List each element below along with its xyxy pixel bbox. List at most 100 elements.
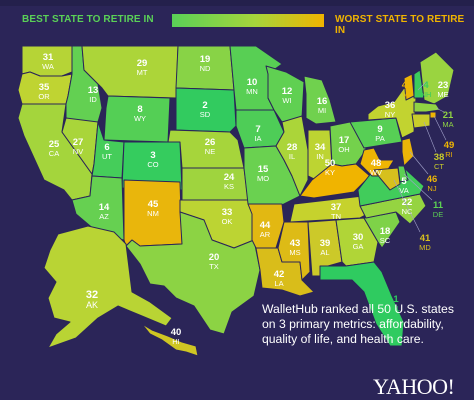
rank-label-tn: 37 xyxy=(331,202,342,213)
rank-label-ri: 49 xyxy=(444,140,455,151)
rank-label-pa: 9 xyxy=(377,124,382,135)
state-abbr-ma: MA xyxy=(442,120,453,129)
rank-label-oh: 17 xyxy=(339,135,350,146)
state-ak[interactable] xyxy=(43,225,173,349)
rank-label-mo: 15 xyxy=(258,164,269,175)
state-mi[interactable] xyxy=(303,75,337,125)
rank-label-va: 5 xyxy=(401,176,407,187)
rank-label-fl: 1 xyxy=(393,294,399,305)
rank-label-al: 39 xyxy=(320,238,331,249)
state-tx[interactable] xyxy=(125,211,261,335)
rank-label-sc: 18 xyxy=(380,226,391,237)
leader-line-ct xyxy=(423,121,437,153)
rank-label-hi: 40 xyxy=(171,327,182,338)
state-abbr-va: VA xyxy=(399,186,408,195)
state-abbr-mo: MO xyxy=(257,174,269,183)
state-abbr-mn: MN xyxy=(246,87,258,96)
leader-line-nh xyxy=(417,81,427,91)
state-hi[interactable] xyxy=(141,323,199,357)
rank-label-ar: 44 xyxy=(260,220,271,231)
ranking-note: WalletHub ranked all 50 U.S. states on 3… xyxy=(262,302,454,346)
rank-label-ms: 43 xyxy=(290,238,301,249)
top-strip xyxy=(0,0,474,6)
state-abbr-ia: IA xyxy=(254,134,261,143)
state-wy[interactable] xyxy=(103,95,171,143)
state-abbr-la: LA xyxy=(274,279,283,288)
rank-label-ut: 6 xyxy=(104,142,109,153)
state-abbr-id: ID xyxy=(89,95,97,104)
state-abbr-nm: NM xyxy=(147,209,159,218)
state-il[interactable] xyxy=(275,115,309,197)
rank-label-ne: 26 xyxy=(205,137,216,148)
rank-label-id: 13 xyxy=(88,85,99,96)
rank-label-nc: 22 xyxy=(402,197,413,208)
state-az[interactable] xyxy=(71,175,125,241)
rank-label-nv: 27 xyxy=(73,137,84,148)
rank-label-me: 23 xyxy=(438,80,449,91)
state-abbr-nv: NV xyxy=(73,147,83,156)
state-abbr-wv: WV xyxy=(370,168,382,177)
leader-line-ri xyxy=(433,115,447,141)
rank-label-tx: 20 xyxy=(209,252,220,263)
state-abbr-md: MD xyxy=(419,243,431,252)
rank-label-or: 35 xyxy=(39,82,50,93)
state-abbr-ri: RI xyxy=(445,150,453,159)
rank-label-mn: 10 xyxy=(247,77,258,88)
rank-label-nh: 4 xyxy=(423,80,429,91)
state-me[interactable] xyxy=(419,51,455,105)
state-sd[interactable] xyxy=(175,87,237,133)
state-abbr-ky: KY xyxy=(325,168,335,177)
rank-label-co: 3 xyxy=(150,150,155,161)
state-abbr-tn: TN xyxy=(331,212,341,221)
state-abbr-fl: FL xyxy=(392,304,401,313)
rank-label-ma: 21 xyxy=(443,110,454,121)
state-abbr-vt: VT xyxy=(402,90,412,99)
rank-label-sd: 2 xyxy=(202,100,207,111)
state-abbr-wi: WI xyxy=(282,96,291,105)
state-abbr-ar: AR xyxy=(260,230,271,239)
rank-label-wv: 48 xyxy=(371,158,382,169)
state-abbr-me: ME xyxy=(437,90,448,99)
legend-gradient-bar xyxy=(172,14,324,27)
legend-best-label: BEST STATE TO RETIRE IN xyxy=(22,14,154,25)
state-abbr-de: DE xyxy=(433,210,443,219)
state-abbr-nj: NJ xyxy=(427,184,436,193)
state-abbr-ga: GA xyxy=(353,242,364,251)
states-layer xyxy=(17,45,455,357)
rank-label-de: 11 xyxy=(433,200,444,211)
state-abbr-sd: SD xyxy=(200,110,211,119)
rank-label-ia: 7 xyxy=(255,124,260,135)
state-abbr-or: OR xyxy=(38,92,50,101)
state-ma[interactable] xyxy=(413,101,441,113)
state-md[interactable] xyxy=(373,167,401,191)
legend-worst-label: WORST STATE TO RETIRE IN xyxy=(335,14,465,36)
state-ri[interactable] xyxy=(429,111,437,119)
state-nj[interactable] xyxy=(401,137,415,167)
state-abbr-ct: CT xyxy=(434,162,444,171)
state-ks[interactable] xyxy=(181,167,249,201)
state-abbr-ne: NE xyxy=(205,147,215,156)
rank-label-md: 41 xyxy=(420,233,431,244)
state-abbr-wy: WY xyxy=(134,114,146,123)
state-abbr-ak: AK xyxy=(86,300,98,310)
leader-line-de xyxy=(403,173,433,201)
rank-label-wy: 8 xyxy=(137,104,142,115)
rank-label-az: 14 xyxy=(99,202,110,213)
rank-label-ok: 33 xyxy=(222,207,233,218)
state-abbr-al: AL xyxy=(320,248,329,257)
state-abbr-hi: HI xyxy=(172,337,180,346)
leader-line-md xyxy=(393,179,421,233)
rank-label-ks: 24 xyxy=(224,172,235,183)
rank-label-wi: 12 xyxy=(282,86,293,97)
rank-label-ct: 38 xyxy=(434,152,445,163)
state-fl[interactable] xyxy=(319,261,405,347)
state-abbr-ms: MS xyxy=(289,248,300,257)
state-ca[interactable] xyxy=(17,103,93,201)
state-abbr-ks: KS xyxy=(224,182,234,191)
state-ct[interactable] xyxy=(411,113,431,129)
state-abbr-il: IL xyxy=(289,152,295,161)
rank-label-wa: 31 xyxy=(43,52,54,63)
state-ky[interactable] xyxy=(299,163,371,199)
